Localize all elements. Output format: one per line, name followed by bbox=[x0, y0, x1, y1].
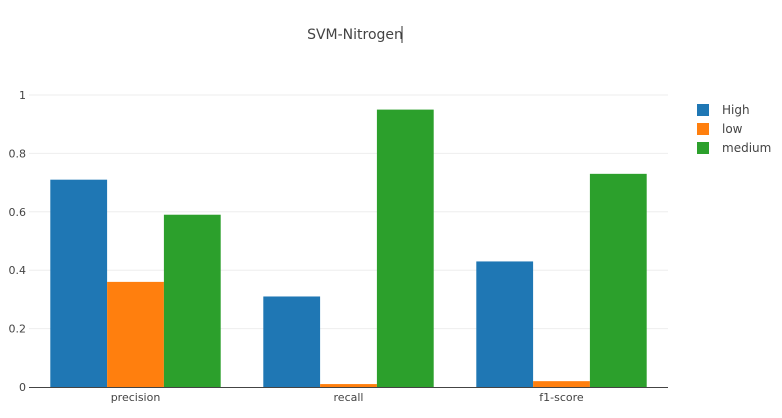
bars bbox=[50, 109, 647, 387]
y-tick-label: 0 bbox=[19, 381, 26, 394]
legend[interactable]: High low medium bbox=[697, 103, 771, 155]
x-tick-label: f1-score bbox=[539, 391, 584, 404]
axes: 0 0.2 0.4 0.6 0.8 1 precision recall f1-score bbox=[9, 89, 668, 404]
bar-medium-recall[interactable] bbox=[376, 109, 434, 387]
legend-label-low[interactable]: low bbox=[722, 122, 743, 136]
bar-low-precision[interactable] bbox=[107, 281, 164, 387]
x-tick-label: recall bbox=[334, 391, 364, 404]
bar-high-f1-score[interactable] bbox=[476, 261, 534, 387]
legend-label-high[interactable]: High bbox=[722, 103, 750, 117]
y-tick-label: 0.4 bbox=[9, 264, 27, 277]
bar-high-precision[interactable] bbox=[50, 179, 108, 387]
y-tick-label: 0.2 bbox=[9, 323, 27, 336]
bar-medium-precision[interactable] bbox=[163, 214, 221, 387]
bar-low-f1-score[interactable] bbox=[533, 381, 590, 387]
bar-medium-f1-score[interactable] bbox=[589, 173, 647, 387]
bar-high-recall[interactable] bbox=[263, 296, 321, 387]
y-tick-label: 1 bbox=[19, 89, 26, 102]
legend-swatch-high[interactable] bbox=[697, 104, 709, 116]
legend-swatch-low[interactable] bbox=[697, 123, 709, 135]
legend-label-medium[interactable]: medium bbox=[722, 141, 771, 155]
chart-title: SVM-Nitrogen bbox=[307, 27, 403, 43]
y-tick-label: 0.6 bbox=[9, 206, 27, 219]
y-tick-label: 0.8 bbox=[9, 147, 27, 160]
x-tick-label: precision bbox=[111, 391, 161, 404]
bar-low-recall[interactable] bbox=[320, 384, 377, 387]
legend-swatch-medium[interactable] bbox=[697, 142, 709, 154]
